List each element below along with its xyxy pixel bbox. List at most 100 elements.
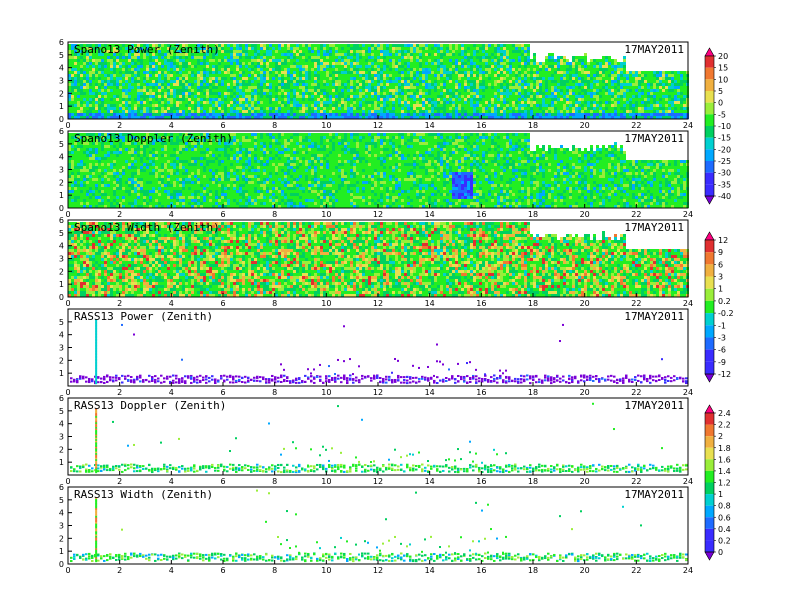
heatmap-cell <box>677 74 680 77</box>
heatmap-cell <box>224 65 227 68</box>
heatmap-cell <box>146 110 149 113</box>
heatmap-cell <box>431 80 434 83</box>
heatmap-cell <box>449 71 452 74</box>
heatmap-cell <box>512 68 515 71</box>
heatmap-cell <box>227 110 230 113</box>
heatmap-cell <box>605 56 608 59</box>
heatmap-cell <box>512 104 515 107</box>
heatmap-cell <box>230 89 233 92</box>
heatmap-cell <box>341 95 344 98</box>
heatmap-cell <box>317 101 320 104</box>
heatmap-cell <box>683 92 686 95</box>
heatmap-cell <box>500 86 503 89</box>
heatmap-cell <box>341 86 344 89</box>
heatmap-cell <box>593 101 596 104</box>
heatmap-cell <box>179 101 182 104</box>
heatmap-cell <box>83 101 86 104</box>
heatmap-cell <box>281 47 284 50</box>
heatmap-cell <box>185 65 188 68</box>
heatmap-cell <box>110 113 113 116</box>
heatmap-cell <box>443 116 446 119</box>
heatmap-cell <box>182 68 185 71</box>
heatmap-cell <box>455 107 458 110</box>
heatmap-cell <box>440 107 443 110</box>
heatmap-cell <box>161 74 164 77</box>
heatmap-cell <box>431 44 434 47</box>
heatmap-cell <box>101 62 104 65</box>
heatmap-cell <box>143 116 146 119</box>
heatmap-cell <box>581 89 584 92</box>
heatmap-cell <box>269 92 272 95</box>
heatmap-cell <box>383 71 386 74</box>
heatmap-cell <box>215 83 218 86</box>
heatmap-cell <box>266 47 269 50</box>
heatmap-cell <box>368 62 371 65</box>
heatmap-cell <box>98 83 101 86</box>
heatmap-cell <box>497 50 500 53</box>
heatmap-cell <box>638 80 641 83</box>
heatmap-cell <box>290 113 293 116</box>
heatmap-cell <box>293 116 296 119</box>
heatmap-cell <box>575 101 578 104</box>
heatmap-cell <box>203 95 206 98</box>
heatmap-cell <box>215 44 218 47</box>
heatmap-cell <box>98 68 101 71</box>
heatmap-cell <box>326 44 329 47</box>
heatmap-cell <box>464 56 467 59</box>
heatmap-cell <box>440 77 443 80</box>
heatmap-cell <box>185 80 188 83</box>
heatmap-cell <box>668 98 671 101</box>
heatmap-cell <box>227 95 230 98</box>
heatmap-cell <box>683 71 686 74</box>
heatmap-cell <box>626 107 629 110</box>
heatmap-cell <box>359 86 362 89</box>
heatmap-cell <box>500 74 503 77</box>
heatmap-cell <box>386 95 389 98</box>
heatmap-cell <box>134 47 137 50</box>
heatmap-cell <box>284 59 287 62</box>
heatmap-cell <box>509 65 512 68</box>
heatmap-cell <box>479 74 482 77</box>
heatmap-cell <box>272 89 275 92</box>
heatmap-cell <box>530 92 533 95</box>
heatmap-cell <box>290 50 293 53</box>
heatmap-cell <box>341 92 344 95</box>
heatmap-cell <box>392 71 395 74</box>
heatmap-cell <box>308 86 311 89</box>
heatmap-cell <box>503 68 506 71</box>
heatmap-cell <box>455 62 458 65</box>
heatmap-cell <box>152 56 155 59</box>
heatmap-cell <box>212 71 215 74</box>
heatmap-cell <box>488 80 491 83</box>
heatmap-cell <box>323 83 326 86</box>
heatmap-cell <box>254 107 257 110</box>
heatmap-cell <box>527 44 530 47</box>
heatmap-cell <box>218 98 221 101</box>
heatmap-cell <box>371 47 374 50</box>
heatmap-cell <box>443 104 446 107</box>
heatmap-cell <box>410 107 413 110</box>
heatmap-cell <box>317 83 320 86</box>
heatmap-cell <box>515 107 518 110</box>
heatmap-cell <box>527 101 530 104</box>
heatmap-cell <box>644 86 647 89</box>
heatmap-cell <box>182 86 185 89</box>
heatmap-cell <box>209 77 212 80</box>
heatmap-cell <box>242 83 245 86</box>
heatmap-cell <box>101 101 104 104</box>
heatmap-cell <box>587 86 590 89</box>
heatmap-cell <box>596 95 599 98</box>
heatmap-cell <box>521 71 524 74</box>
heatmap-cell <box>167 116 170 119</box>
heatmap-cell <box>374 74 377 77</box>
heatmap-cell <box>668 83 671 86</box>
heatmap-cell <box>437 68 440 71</box>
heatmap-cell <box>485 74 488 77</box>
heatmap-cell <box>602 98 605 101</box>
heatmap-cell <box>104 104 107 107</box>
heatmap-cell <box>677 77 680 80</box>
heatmap-cell <box>269 53 272 56</box>
heatmap-cell <box>470 59 473 62</box>
heatmap-cell <box>527 65 530 68</box>
heatmap-cell <box>560 104 563 107</box>
